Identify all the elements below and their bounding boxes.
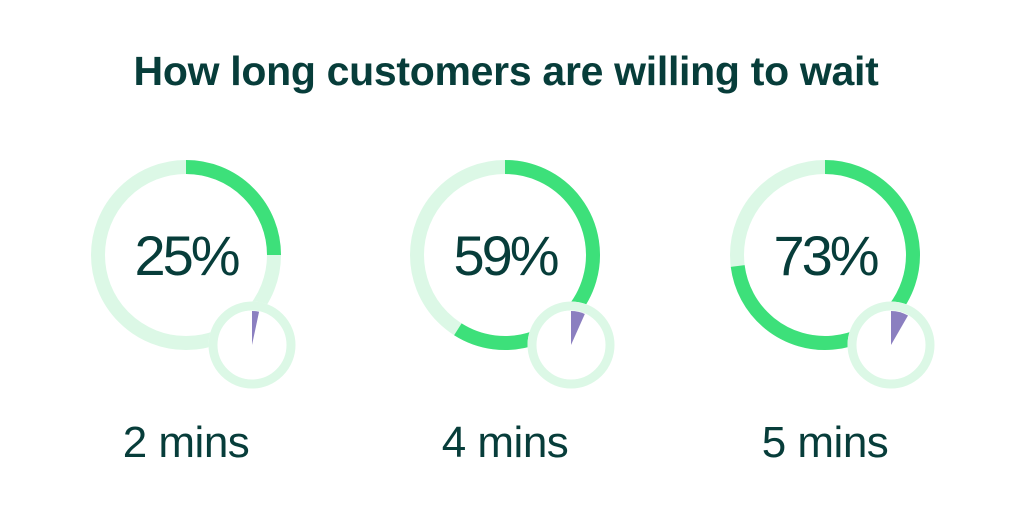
donut-group-2: 59% 4 mins (410, 160, 615, 467)
chart-title: How long customers are willing to wait (133, 48, 879, 94)
wait-time-label: 5 mins (762, 418, 889, 467)
donut-arc (185, 160, 281, 256)
donut-group-3: 73% 5 mins (730, 160, 935, 467)
donut-value-label: 59% (453, 224, 557, 287)
wait-time-label: 4 mins (442, 418, 569, 467)
donut-value-label: 73% (773, 224, 877, 287)
clock-icon (208, 301, 296, 389)
clock-wedge (891, 311, 908, 345)
clock-icon (847, 301, 935, 389)
clock-icon (527, 301, 615, 389)
donut-group-1: 25% 2 mins (91, 160, 296, 467)
clock-wedge (571, 311, 585, 345)
donut-value-label: 25% (134, 224, 238, 287)
donut-arc (454, 160, 600, 350)
wait-time-label: 2 mins (123, 418, 250, 467)
clock-wedge (252, 311, 260, 345)
